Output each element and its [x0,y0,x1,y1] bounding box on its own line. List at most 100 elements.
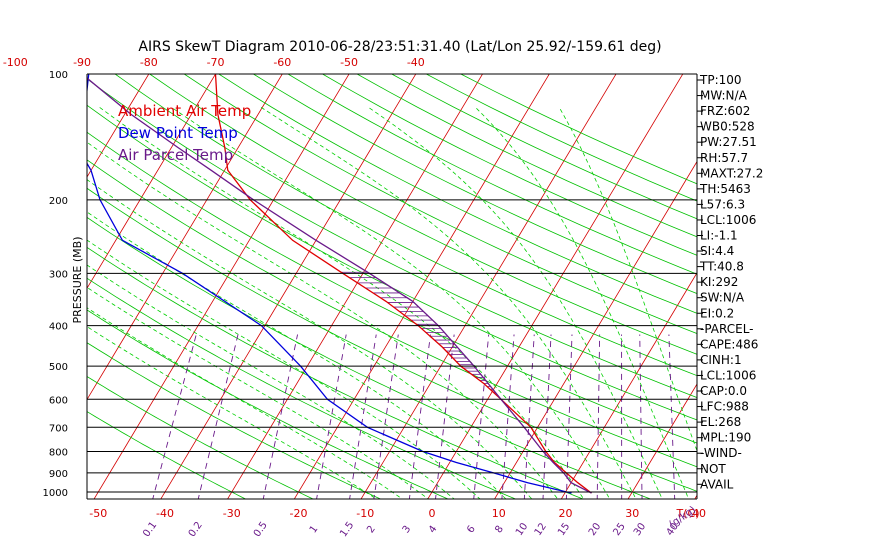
pressure-tick-label: 100 [49,70,68,81]
legend: Ambient Air Temp Dew Point Temp Air Parc… [118,102,251,164]
isotherm-line [360,74,617,499]
isotherm-line [87,74,150,178]
mixing-ratio-label: 1.5 [338,520,356,539]
isotherm-line [160,74,417,499]
moist-adiabat [260,106,637,499]
mixing-ratio-line [668,334,676,499]
mixing-ratio-label: 30 [632,521,648,538]
stats-item: RH:57.7 [700,151,748,165]
isotherm-line [494,160,697,499]
background-grid [0,55,870,509]
dry-adiabat [87,216,652,499]
dry-adiabat [183,74,697,335]
stats-item: KI:292 [700,275,738,289]
mixing-ratio-label: 0.1 [141,520,159,539]
isotherm-line [627,383,697,499]
mixing-ratio-label: 4 [427,524,440,536]
stats-item: WB0:528 [700,120,755,134]
pressure-tick-label: 300 [49,269,68,280]
cape-hatching [341,271,500,399]
legend-parcel: Air Parcel Temp [118,146,233,164]
stats-item: -WIND- [700,446,742,460]
top-temp-tick-label: -50 [340,56,358,69]
isotherm-line [427,74,684,499]
top-temp-tick-label: -90 [73,56,91,69]
dry-adiabat [87,78,697,398]
stats-item: NOT [700,462,726,476]
bottom-temp-tick-label: 0 [429,507,436,520]
dry-adiabat [87,131,697,444]
isotherm-line [227,74,484,499]
y-axis-label: PRESSURE (MB) [71,237,84,324]
moist-adiabat [87,211,507,499]
mixing-ratio-label: 12 [533,521,549,538]
stats-item: LI:-1.1 [700,229,738,243]
dewpoint-line [87,74,572,494]
stats-item: EL:268 [700,415,741,429]
stats-item: MW:N/A [700,89,748,103]
moist-adiabat [87,264,455,499]
stats-item: LCL:1006 [700,213,756,227]
dry-adiabat [252,74,697,295]
moist-adiabat [367,106,663,499]
stats-item: FRZ:602 [700,104,750,118]
mixing-ratio-line [523,334,535,499]
stats-item: TH:5463 [699,182,751,196]
isotherm-line [0,55,27,509]
chart-title: AIRS SkewT Diagram 2010-06-28/23:51:31.4… [138,39,661,55]
dry-adiabat [287,74,697,275]
mixing-ratio-label: 1 [308,524,321,536]
stats-item: MPL:190 [700,431,751,445]
legend-ambient: Ambient Air Temp [118,102,251,120]
mixing-ratio-label: 20 [587,521,603,538]
moist-adiabat [87,307,404,499]
moist-adiabat [474,106,690,499]
mixing-ratio-label: 8 [493,524,506,536]
isotherm-line [93,74,350,499]
stats-item: TP:100 [699,73,742,87]
bottom-temp-tick-label: 10 [492,507,506,520]
stats-item: CAP:0.0 [700,384,747,398]
isotherm-line [293,74,550,499]
mixing-ratio-line [408,334,431,499]
stats-item: MAXT:27.2 [700,166,763,180]
temp-unit-label: T(C) [676,507,700,520]
stats-item: L57:6.3 [700,197,745,211]
bottom-temp-tick-label: 40 [692,507,706,520]
dry-adiabat [87,159,697,468]
mixing-ratio-label: 2 [365,524,378,536]
mixing-ratio-line [639,334,643,499]
dry-adiabat [87,187,697,492]
mixing-ratio-label: 25 [611,521,627,538]
stats-item: LFC:988 [700,400,749,414]
stats-item: SW:N/A [700,291,745,305]
mixing-ratio-label: 3 [401,524,414,536]
dry-adiabat [218,74,697,314]
dry-adiabat [114,74,697,377]
moist-adiabat [98,106,585,499]
plot-frame [86,73,698,500]
bottom-temp-tick-label: -20 [290,507,308,520]
top-temp-tick-label: -40 [407,56,425,69]
dry-adiabat [390,74,697,220]
dry-adiabat [356,74,697,238]
isotherm-line [87,74,283,401]
bottom-temp-tick-label: -30 [223,507,241,520]
mixing-ratio-line [596,334,601,499]
top-temp-tick-label: -70 [207,56,225,69]
top-temp-tick-label: -60 [273,56,291,69]
pressure-tick-label: 600 [49,395,68,406]
isotherm-line [755,55,870,509]
isotherm-line [87,74,217,290]
mixing-ratio-label: 15 [556,521,572,538]
moist-adiabat [87,286,429,499]
stats-item: AVAIL [700,477,734,491]
stats-item: EI:0.2 [700,306,734,320]
dry-adiabat [321,74,697,256]
pressure-tick-label: 700 [49,423,68,434]
moist-adiabat [87,326,378,499]
top-temp-tick-label: -80 [140,56,158,69]
stats-item: PW:27.51 [700,135,757,149]
